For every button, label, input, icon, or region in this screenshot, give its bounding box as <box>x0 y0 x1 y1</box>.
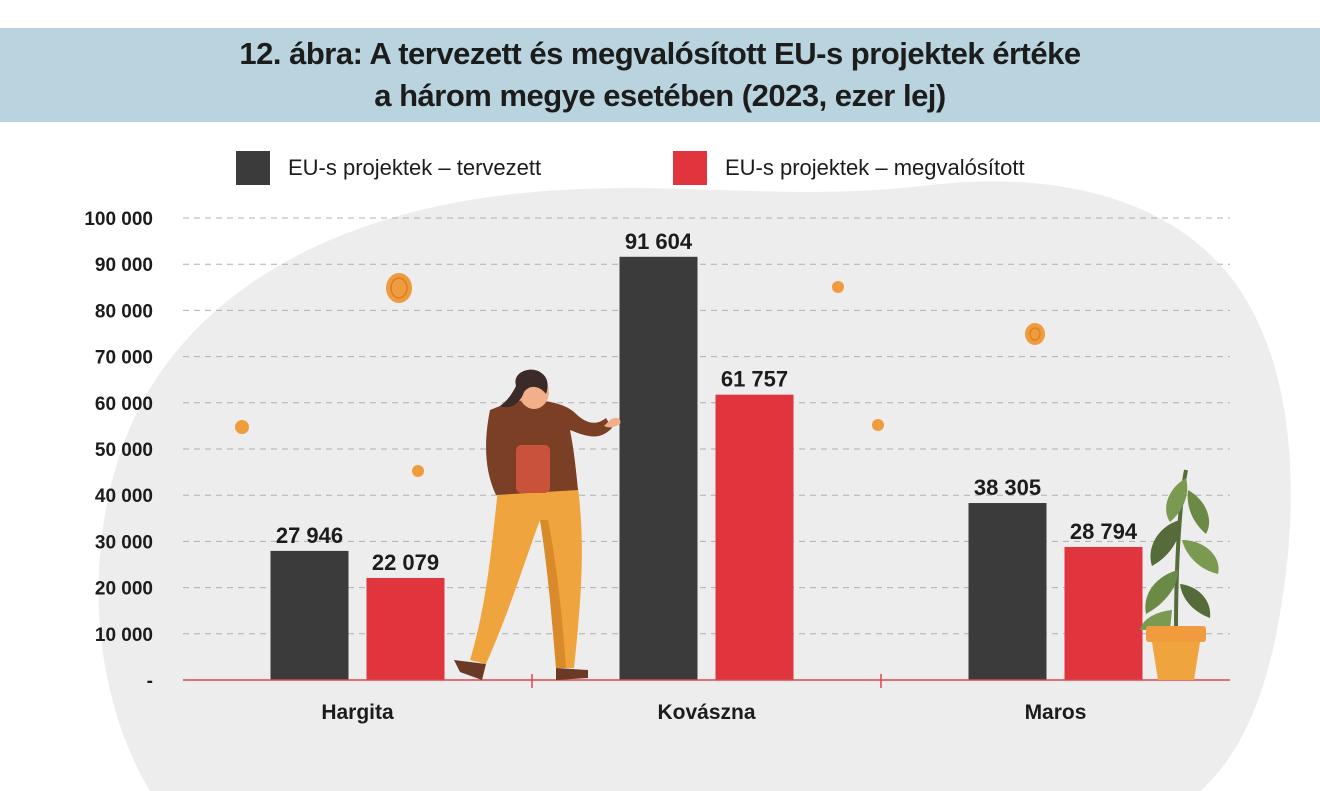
coin-icon <box>1025 323 1045 345</box>
bar-planned-kovászna <box>619 256 698 680</box>
data-label: 61 757 <box>721 367 788 392</box>
y-tick-label: 10 000 <box>95 625 153 646</box>
coin-icon <box>386 273 412 303</box>
chart-title-line1: 12. ábra: A tervezett és megvalósított E… <box>239 36 1081 71</box>
data-label: 38 305 <box>974 475 1041 500</box>
y-tick-label: - <box>147 671 153 692</box>
y-tick-label: 50 000 <box>95 440 153 461</box>
y-tick-label: 40 000 <box>95 486 153 507</box>
legend-label-realized: EU-s projektek – megvalósított <box>725 155 1025 180</box>
data-label: 27 946 <box>276 523 343 548</box>
data-label: 28 794 <box>1070 519 1138 544</box>
y-tick-label: 90 000 <box>95 255 153 276</box>
legend-item-planned: EU-s projektek – tervezett <box>236 150 541 186</box>
title-band: 12. ábra: A tervezett és megvalósított E… <box>0 28 1320 122</box>
category-label: Maros <box>1025 701 1087 724</box>
bar-realized-maros <box>1064 546 1143 680</box>
bar-realized-hargita <box>366 577 445 680</box>
y-tick-label: 20 000 <box>95 579 153 600</box>
category-label: Hargita <box>321 701 394 724</box>
coin-icon <box>235 420 249 434</box>
legend-item-realized: EU-s projektek – megvalósított <box>673 150 1025 186</box>
coin-icon <box>832 281 844 293</box>
y-tick-label: 80 000 <box>95 301 153 322</box>
chart-title-line2: a három megye esetében (2023, ezer lej) <box>374 78 946 113</box>
data-label: 91 604 <box>625 229 693 254</box>
data-label: 22 079 <box>372 550 439 575</box>
bar-planned-hargita <box>270 550 349 680</box>
woman-with-bag-illustration <box>454 369 621 680</box>
coin-icon <box>412 465 424 477</box>
y-tick-label: 70 000 <box>95 348 153 369</box>
y-tick-label: 100 000 <box>84 209 153 230</box>
potted-plant-illustration <box>1140 469 1219 680</box>
legend-label-planned: EU-s projektek – tervezett <box>288 155 542 180</box>
y-tick-label: 30 000 <box>95 532 153 553</box>
bar-realized-kovászna <box>715 394 794 680</box>
bar-planned-maros <box>968 503 1047 680</box>
legend-swatch-planned <box>236 151 270 185</box>
category-label: Kovászna <box>657 701 755 724</box>
y-tick-label: 60 000 <box>95 394 153 415</box>
legend-swatch-realized <box>673 151 707 185</box>
coin-icon <box>872 419 884 431</box>
